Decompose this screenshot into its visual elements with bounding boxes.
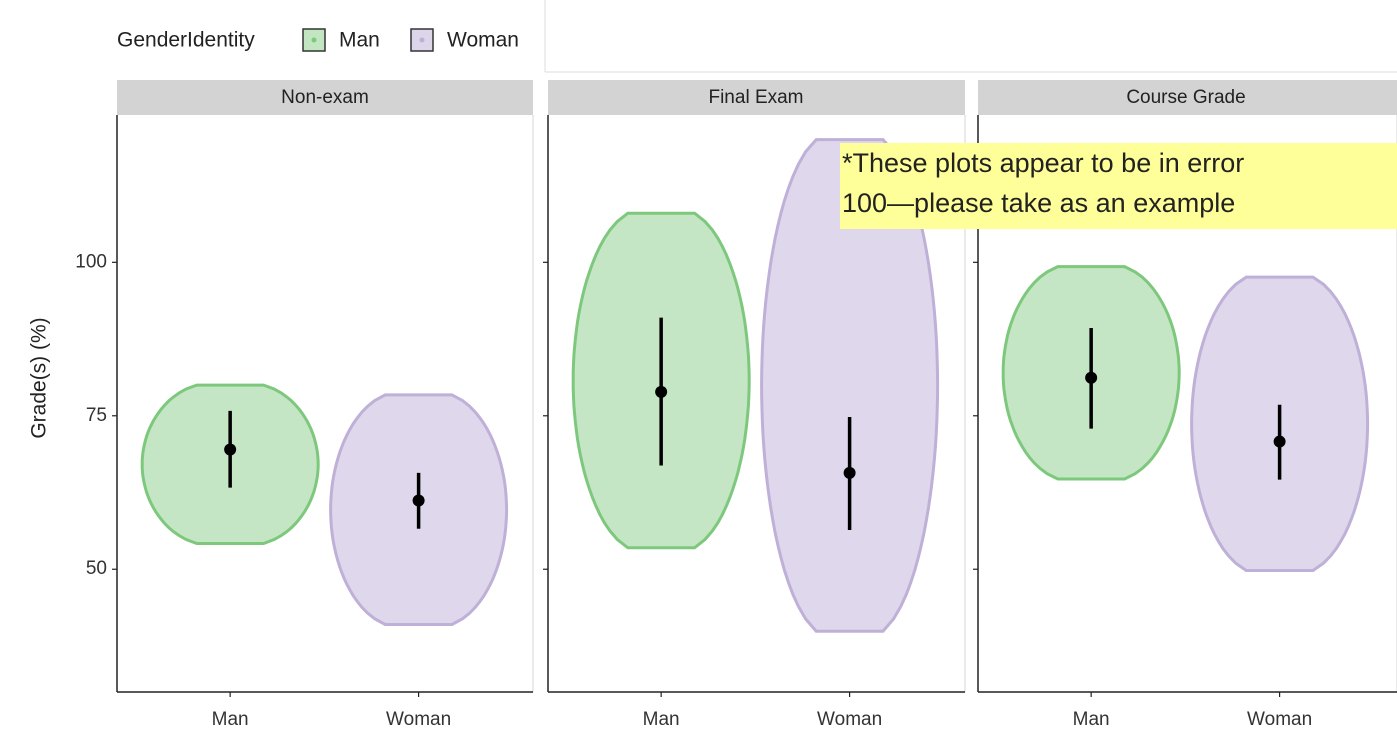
legend-title: GenderIdentity: [117, 29, 255, 52]
strip: [978, 80, 1397, 115]
legend-key-dot: [311, 37, 317, 43]
mean-point: [655, 385, 668, 398]
mean-point: [1085, 371, 1098, 384]
x-tick-label: Man: [1073, 709, 1110, 730]
x-tick-label: Woman: [1247, 709, 1312, 730]
strip-title: Course Grade: [1126, 87, 1245, 108]
strip-title: Non-exam: [281, 87, 369, 108]
annotation-box: [840, 143, 1397, 229]
y-tick-label: 75: [86, 405, 107, 426]
x-tick-label: Woman: [817, 709, 882, 730]
y-tick-label: 50: [86, 558, 107, 579]
strip-title: Final Exam: [708, 87, 803, 108]
y-tick-label: 100: [75, 251, 107, 272]
legend-label: Man: [339, 29, 380, 52]
legend-label: Woman: [447, 29, 519, 52]
annotation-text: 100—please take as an example: [842, 188, 1235, 218]
x-tick-label: Woman: [386, 709, 451, 730]
mean-point: [1273, 435, 1286, 448]
legend-key-dot: [419, 37, 425, 43]
annotation-text: *These plots appear to be in error: [842, 148, 1244, 178]
mean-point: [412, 494, 425, 507]
y-axis-label: Grade(s) (%): [28, 317, 51, 438]
violin: [760, 138, 940, 633]
x-tick-label: Man: [212, 709, 249, 730]
x-tick-label: Man: [643, 709, 680, 730]
mean-point: [843, 466, 856, 479]
strip: [117, 80, 533, 115]
mean-point: [224, 443, 237, 456]
strip: [548, 80, 965, 115]
